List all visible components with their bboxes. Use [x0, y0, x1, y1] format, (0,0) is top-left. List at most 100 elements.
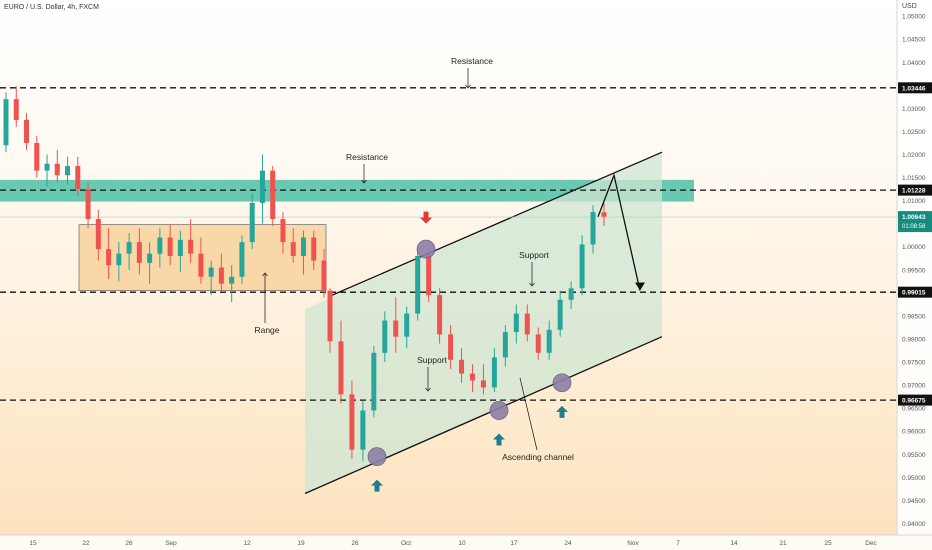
candle [311, 237, 317, 261]
candle [491, 357, 497, 388]
y-tick-label: 1.01000 [902, 198, 926, 205]
y-tick-label: 0.96000 [902, 429, 926, 436]
candle [198, 253, 204, 277]
candle [3, 99, 9, 146]
level-price-tag-1 [898, 184, 932, 196]
x-tick-label: 26 [125, 540, 133, 547]
candle [459, 359, 465, 374]
level-price-label: 1.01228 [902, 188, 926, 195]
candle [249, 202, 255, 243]
candle [437, 295, 443, 335]
candle [280, 219, 286, 243]
candle [218, 267, 224, 284]
currency-label: USD [902, 3, 917, 10]
candle [557, 299, 563, 330]
x-tick-label: 15 [29, 540, 37, 547]
y-tick-label: 1.04500 [902, 37, 926, 44]
y-tick-label: 0.99500 [902, 267, 926, 274]
up-arrow-icon [493, 433, 505, 446]
y-tick-label: 1.05000 [902, 14, 926, 21]
x-tick-label: Dec [865, 540, 877, 547]
annotation-range: Range [254, 325, 279, 335]
candle [270, 170, 276, 220]
candle [95, 219, 101, 250]
time-axis-bg [0, 535, 932, 550]
y-tick-label: 0.94500 [902, 498, 926, 505]
x-tick-label: Nov [627, 540, 639, 547]
x-tick-label: 12 [243, 540, 251, 547]
candle [116, 253, 122, 266]
candle [524, 313, 530, 335]
x-tick-label: 19 [297, 540, 305, 547]
y-tick-label: 1.04000 [902, 60, 926, 67]
annotation-support-upper: Support [519, 250, 549, 260]
annotation-ascending-channel: Ascending channel [502, 452, 574, 462]
channel-upper-line [329, 151, 663, 297]
candle [208, 267, 214, 277]
candle [415, 255, 421, 314]
y-tick-label: 1.03000 [902, 106, 926, 113]
up-arrow-icon [371, 479, 383, 492]
x-tick-label: 14 [730, 540, 738, 547]
pointer-range-head [262, 272, 268, 277]
level-price-label: 1.03446 [902, 85, 926, 92]
level-price-tag-2 [898, 286, 932, 298]
candle [321, 260, 327, 291]
candle [513, 313, 519, 333]
pointer-resistance-mid-head [361, 179, 367, 184]
candle [601, 212, 607, 217]
level-price-tag-0 [898, 82, 932, 94]
y-tick-label: 1.00000 [902, 244, 926, 251]
candle [404, 313, 410, 337]
candle [338, 341, 344, 395]
candle [188, 239, 194, 254]
symbol-header: EURO / U.S. Dollar, 4h, FXCM [4, 4, 99, 11]
y-tick-label: 0.94000 [902, 521, 926, 528]
x-tick-label: 17 [510, 540, 518, 547]
resistance-zone [0, 179, 694, 202]
y-tick-label: 0.98500 [902, 313, 926, 320]
annotation-resistance-top: Resistance [451, 56, 493, 66]
x-tick-label: 24 [564, 540, 572, 547]
marker-circle-3 [552, 373, 572, 393]
y-tick-label: 0.97500 [902, 360, 926, 367]
down-arrow-icon [420, 211, 432, 224]
pointer-channel [519, 377, 538, 451]
candle [13, 99, 19, 120]
x-tick-label: 21 [779, 540, 787, 547]
candle [136, 242, 142, 263]
countdown-label: 01:08:58 [902, 224, 926, 230]
x-tick-label: Sep [165, 540, 177, 547]
candle [448, 334, 454, 360]
last-price-tag [898, 211, 932, 233]
candle [393, 320, 399, 337]
candle [85, 189, 91, 220]
candle [327, 290, 333, 342]
candle [502, 332, 508, 358]
candle [44, 163, 50, 171]
level-price-label: 0.96675 [902, 398, 926, 405]
level-price-label: 0.99015 [902, 290, 926, 297]
level-price-tag-3 [898, 394, 932, 406]
candle [568, 288, 574, 300]
candle [65, 166, 71, 176]
pointer-resistance-top-head [465, 84, 471, 89]
marker-circle-0 [416, 239, 436, 259]
projection-arrowhead [635, 282, 645, 291]
x-tick-label: Oct [401, 540, 411, 547]
candle [360, 410, 366, 450]
x-tick-label: 7 [676, 540, 680, 547]
pointer-support-upper-head [529, 282, 535, 287]
ascending-channel-fill [305, 152, 662, 494]
candle [371, 352, 377, 411]
candle [546, 329, 552, 353]
projection-path [597, 173, 641, 291]
candle [535, 334, 541, 353]
candle [106, 249, 112, 266]
channel-lower-line [304, 336, 663, 495]
candle [382, 320, 388, 353]
candle [426, 255, 432, 296]
candle [126, 242, 132, 254]
